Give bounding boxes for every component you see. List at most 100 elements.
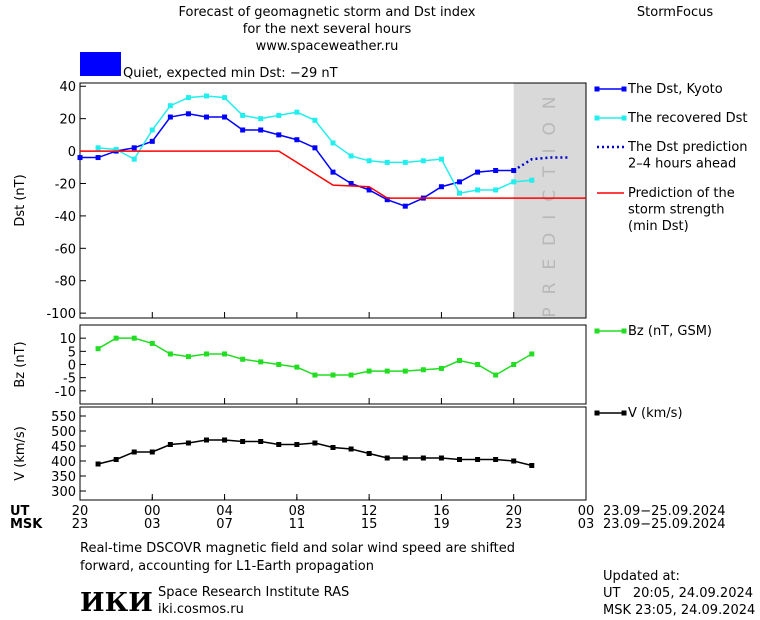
data-point [276, 442, 282, 447]
data-point [185, 111, 191, 117]
status-text: Quiet, expected min Dst: −29 nT [123, 66, 338, 81]
data-point [294, 442, 300, 447]
y-tick-label: 500 [51, 425, 76, 440]
data-point [457, 457, 462, 462]
data-point [475, 457, 481, 462]
y-axis-label: Dst (nT) [13, 174, 28, 226]
y-tick-label: 10 [59, 332, 76, 347]
data-point [493, 457, 499, 462]
y-tick-label: -20 [55, 177, 76, 192]
data-point [438, 184, 444, 190]
data-point [475, 362, 481, 367]
x-tick-label: 08 [289, 504, 306, 519]
data-point [330, 140, 336, 146]
y-axis-label: V (km/s) [13, 426, 28, 481]
x-tick-label-msk: 07 [216, 517, 233, 532]
y-tick-label: 0 [68, 359, 76, 374]
legend-marker [621, 86, 627, 92]
data-point [113, 457, 119, 462]
data-point [312, 372, 318, 378]
legend-marker [594, 115, 600, 121]
legend-marker [621, 328, 627, 334]
data-point [366, 158, 372, 164]
data-point [258, 359, 264, 365]
data-point [258, 116, 264, 122]
data-point [330, 445, 336, 450]
data-point [402, 368, 408, 374]
data-point [167, 103, 173, 109]
data-point [294, 137, 300, 143]
data-point [420, 367, 426, 373]
data-point [240, 439, 246, 444]
x-tick-label: 00 [144, 504, 161, 519]
data-point [240, 127, 246, 133]
note: Real-time DSCOVR magnetic field and sola… [80, 541, 515, 556]
date-range-msk: 23.09−25.09.2024 [603, 517, 726, 532]
title-line: Forecast of geomagnetic storm and Dst in… [178, 5, 475, 20]
x-tick-label-msk: 03 [578, 517, 595, 532]
x-tick-label: 20 [72, 504, 89, 519]
data-point [457, 358, 462, 364]
data-point [95, 155, 101, 161]
x-tick-label-msk: 03 [144, 517, 161, 532]
y-tick-label: -5 [63, 372, 76, 387]
updated-ut: UT 20:05, 24.09.2024 [603, 586, 753, 601]
legend-label: Prediction of the storm strength (min Dst) [628, 186, 735, 234]
y-tick-label: 20 [59, 113, 76, 128]
data-point [366, 187, 372, 193]
data-point [204, 351, 209, 357]
x-tick-label-msk: 19 [433, 517, 450, 532]
plot-frame [79, 324, 587, 405]
data-point [222, 95, 228, 101]
data-point [131, 335, 137, 341]
note: forward, accounting for L1-Earth propaga… [80, 559, 374, 574]
data-point [276, 112, 282, 118]
legend-label: The Dst prediction 2–4 hours ahead [627, 140, 748, 172]
data-point [384, 455, 390, 461]
data-point [438, 156, 444, 162]
legend-marker [621, 410, 627, 416]
data-point [276, 132, 282, 138]
data-point [131, 145, 137, 151]
data-point [529, 463, 535, 468]
institute: Space Research Institute RAS [158, 585, 349, 600]
y-tick-label: -80 [55, 275, 76, 290]
data-point [420, 455, 426, 461]
x-tick-label: 04 [216, 504, 233, 519]
x-tick-label: 12 [361, 504, 378, 519]
data-point [131, 156, 137, 162]
data-point [276, 362, 282, 367]
y-tick-label: 300 [51, 485, 76, 500]
plot-frame [79, 82, 587, 319]
y-tick-label: -10 [55, 385, 76, 400]
data-point [77, 155, 83, 161]
data-point [384, 368, 390, 374]
data-point [348, 180, 354, 186]
data-point [149, 449, 155, 455]
legend-marker [594, 328, 600, 334]
data-point [258, 127, 264, 133]
series-line [80, 150, 586, 199]
data-point [113, 146, 119, 152]
series-line [513, 156, 568, 172]
updated-label: Updated at: [603, 569, 680, 584]
data-point [475, 169, 481, 175]
data-point [366, 451, 372, 456]
x-axis-label: UT [10, 504, 30, 519]
legend-label: V (km/s) [628, 406, 683, 421]
data-point [95, 145, 101, 151]
data-point [457, 190, 462, 196]
data-point [348, 372, 354, 378]
data-point [95, 461, 101, 467]
data-point [402, 455, 408, 461]
data-point [402, 203, 408, 209]
logo: ИКИ [80, 588, 153, 618]
plot-frame [79, 406, 587, 501]
data-point [294, 364, 300, 370]
data-point [348, 153, 354, 159]
data-point [240, 112, 246, 118]
x-tick-label-msk: 23 [72, 517, 89, 532]
prediction-zone [513, 83, 586, 318]
data-point [204, 93, 209, 99]
